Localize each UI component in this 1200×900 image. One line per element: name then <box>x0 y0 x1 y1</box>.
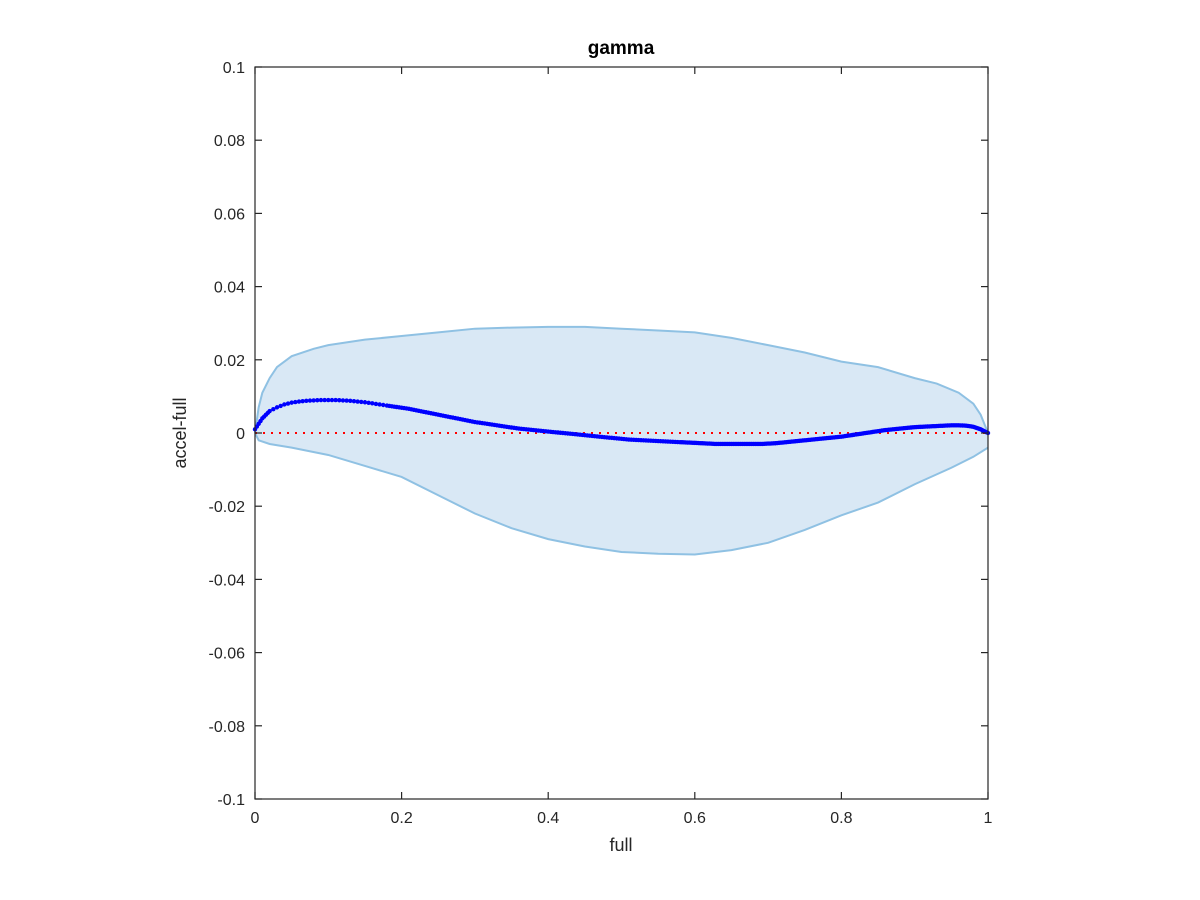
x-tick-label: 0.6 <box>684 810 706 827</box>
ticks-layer: 0 0.2 0.4 0.6 0.8 1 -0.1 -0.08 -0.06 -0.04 -0.02 0 0… <box>209 60 993 827</box>
y-tick-label: -0.08 <box>209 719 246 736</box>
chart-title: gamma <box>588 38 655 59</box>
data-point-interp <box>359 399 364 405</box>
data-point-interp <box>337 398 342 403</box>
data-point <box>370 401 375 406</box>
data-point <box>274 405 280 410</box>
y-tick-label: -0.02 <box>209 499 246 516</box>
data-point-interp <box>315 398 320 403</box>
x-axis-label: full <box>609 835 632 855</box>
y-tick-label: 0 <box>236 426 245 443</box>
data-point <box>311 398 316 403</box>
data-point-interp <box>351 398 357 404</box>
data-point <box>355 399 360 404</box>
x-tick-label: 0.4 <box>537 810 559 827</box>
data-point <box>340 398 346 403</box>
data-point-interp <box>307 398 313 403</box>
data-point <box>333 397 338 403</box>
data-point-interp <box>322 397 327 403</box>
y-tick-label: 0.02 <box>214 353 245 370</box>
data-point-interp <box>366 400 371 406</box>
y-tick-label: 0.1 <box>223 60 245 77</box>
data-point-interp <box>300 398 305 404</box>
data-point-interp <box>381 402 386 408</box>
data-point-interp <box>278 403 283 409</box>
data-points-layer <box>252 397 991 447</box>
data-point <box>282 402 287 407</box>
data-point-interp <box>293 399 298 405</box>
x-tick-label: 0 <box>251 810 260 827</box>
x-tick-label: 0.2 <box>390 810 412 827</box>
data-point <box>296 399 302 404</box>
data-point <box>362 400 368 405</box>
y-tick-label: 0.04 <box>214 280 245 297</box>
y-tick-label: 0.08 <box>214 133 245 150</box>
y-tick-label: -0.1 <box>217 792 245 809</box>
x-tick-label: 1 <box>984 810 993 827</box>
x-tick-label: 0.8 <box>830 810 852 827</box>
data-point <box>377 402 382 407</box>
band-upper-edge <box>254 325 989 434</box>
data-point <box>267 408 272 414</box>
data-point <box>318 397 324 403</box>
y-axis-label: accel-full <box>170 397 190 468</box>
data-point <box>326 397 331 403</box>
data-point-interp <box>329 397 335 403</box>
y-tick-label: 0.06 <box>214 206 245 223</box>
data-point <box>304 398 309 403</box>
data-point <box>289 400 294 405</box>
data-point <box>348 398 353 403</box>
data-point-interp <box>285 401 291 406</box>
y-tick-label: -0.04 <box>209 572 246 589</box>
data-point-interp <box>271 407 276 412</box>
data-point-interp <box>373 401 379 407</box>
band-lower-edge <box>254 432 989 556</box>
data-point-interp <box>344 398 349 403</box>
y-tick-label: -0.06 <box>209 646 246 663</box>
